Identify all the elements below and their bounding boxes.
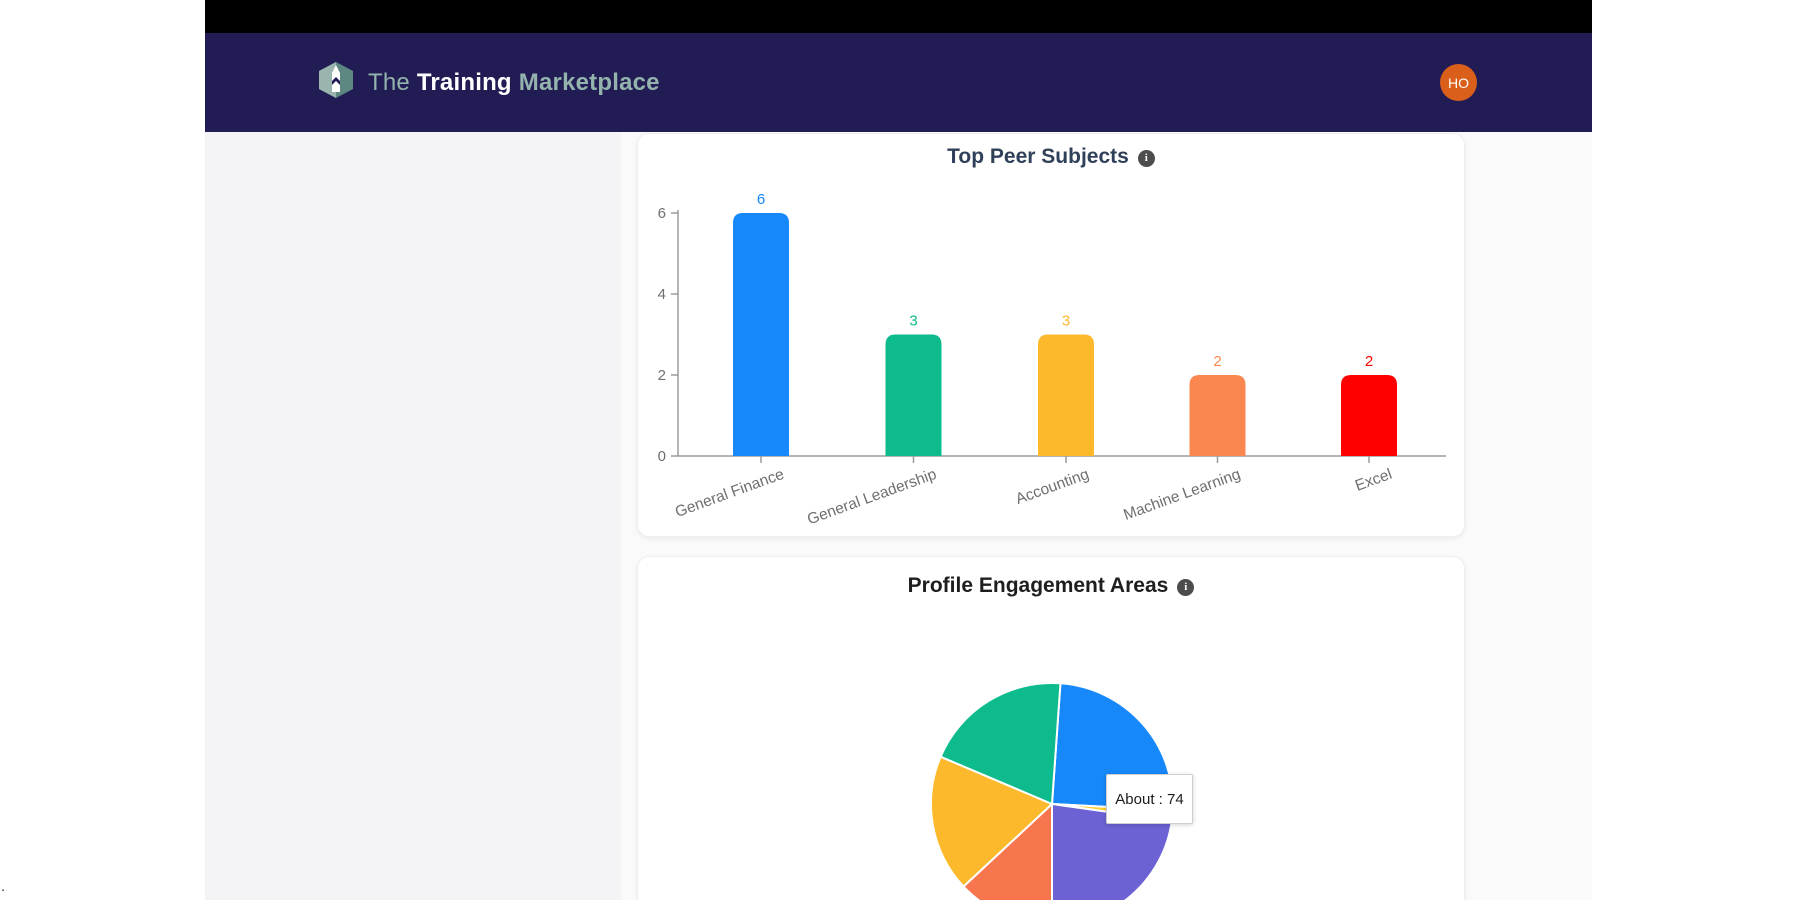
bar-chart[interactable]: 0 2 4 6 6 General Finance 3 General Leadership 3…: [638, 174, 1466, 534]
navbar: The Training Marketplace HO: [205, 33, 1592, 132]
top-peer-subjects-card: Top Peer Subjects i 0 2 4 6 6 General Finance…: [637, 133, 1465, 537]
bar-general-finance[interactable]: [733, 213, 789, 456]
bar-chart-title-row: Top Peer Subjects i: [638, 134, 1464, 169]
logo-text: The Training Marketplace: [368, 69, 660, 97]
pie-slice-3[interactable]: [1051, 803, 1173, 900]
y-tick-label: 2: [658, 367, 666, 384]
bar-accounting[interactable]: [1038, 334, 1094, 457]
x-category-label: Excel: [1353, 466, 1394, 495]
main-content: Top Peer Subjects i 0 2 4 6 6 General Finance…: [205, 132, 1592, 900]
bar-general-leadership[interactable]: [885, 334, 942, 457]
bar-excel[interactable]: [1341, 375, 1397, 456]
x-category-label: Machine Learning: [1121, 466, 1243, 524]
y-tick-label: 4: [658, 286, 666, 303]
x-category-label: Accounting: [1013, 466, 1091, 508]
pie-chart-title-row: Profile Engagement Areas i: [638, 557, 1464, 598]
pie-slice-4[interactable]: [962, 803, 1053, 900]
x-category-label: General Leadership: [805, 466, 939, 529]
pie-slice-5[interactable]: [930, 755, 1053, 888]
logo[interactable]: The Training Marketplace: [318, 61, 660, 104]
pie-chart-title: Profile Engagement Areas: [907, 574, 1169, 597]
logo-word-the: The: [368, 68, 410, 96]
logo-word-marketplace: Marketplace: [518, 68, 660, 96]
bar-value-label: 3: [909, 313, 917, 330]
bar-chart-title: Top Peer Subjects: [947, 145, 1129, 168]
bar-value-label: 2: [1365, 353, 1373, 370]
pie-chart[interactable]: [638, 617, 1466, 900]
stray-dot: .: [1, 878, 6, 895]
logo-hexagon-icon: [318, 61, 354, 104]
info-icon[interactable]: i: [1177, 578, 1195, 596]
app-viewport: The Training Marketplace HO Top Peer Subj…: [205, 0, 1592, 900]
user-avatar[interactable]: HO: [1440, 64, 1477, 101]
sidebar-area: [205, 132, 621, 900]
pie-slice-6[interactable]: [939, 682, 1062, 805]
y-tick-label: 6: [658, 205, 666, 222]
x-category-label: General Finance: [673, 466, 786, 521]
bar-value-label: 6: [757, 191, 765, 208]
logo-word-training: Training: [416, 68, 512, 96]
bar-machine-learning[interactable]: [1189, 375, 1246, 456]
top-black-bar: [205, 0, 1592, 33]
info-icon[interactable]: i: [1137, 149, 1155, 167]
bar-value-label: 2: [1213, 353, 1221, 370]
bar-value-label: 3: [1062, 313, 1070, 330]
chart-tooltip: About : 74: [1106, 774, 1193, 824]
profile-engagement-card: Profile Engagement Areas i About : 74: [637, 556, 1465, 900]
y-tick-label: 0: [658, 448, 666, 465]
